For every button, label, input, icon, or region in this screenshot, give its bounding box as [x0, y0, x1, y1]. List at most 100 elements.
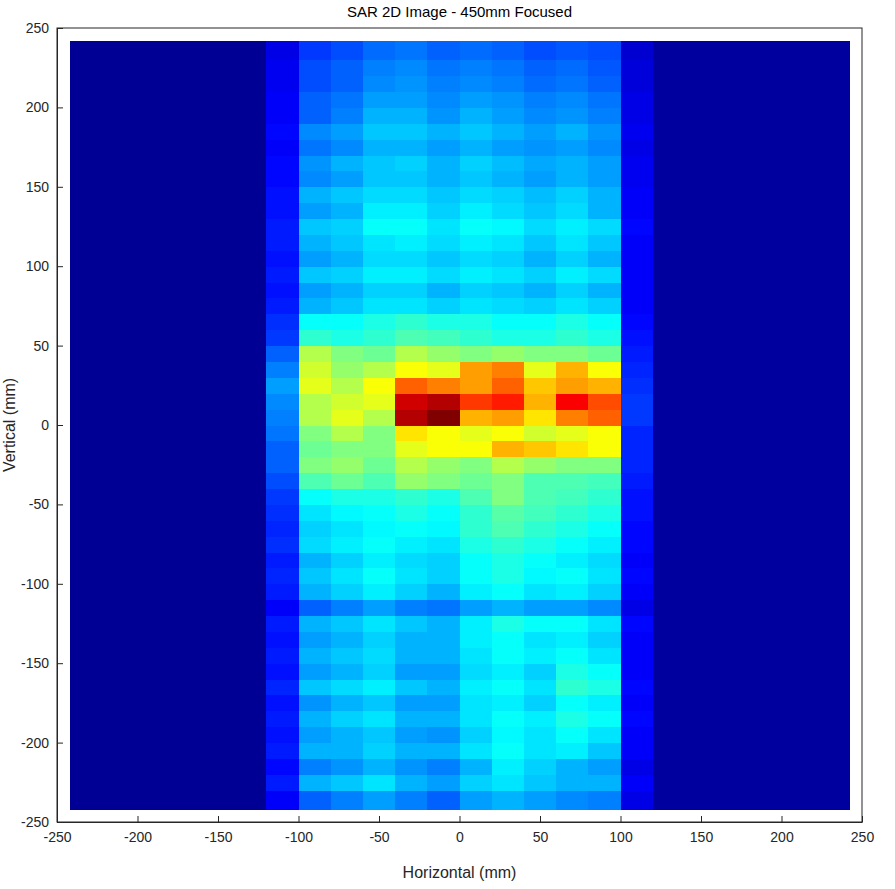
tick: 100: [26, 258, 63, 274]
heatmap-cell: [460, 361, 493, 377]
heatmap-cell: [460, 187, 493, 203]
heatmap-cell: [266, 171, 299, 187]
heatmap-cell: [460, 711, 493, 727]
heatmap-cell: [427, 234, 460, 250]
heatmap-cell: [524, 155, 557, 171]
heatmap-cell: [653, 219, 850, 235]
tick-mark: [57, 346, 63, 347]
heatmap-cell: [363, 663, 396, 679]
tick-label: -250: [21, 814, 49, 830]
heatmap-cell: [299, 568, 332, 584]
heatmap-cell: [427, 266, 460, 282]
heatmap-cell: [395, 123, 428, 139]
heatmap-cell: [70, 489, 267, 505]
tick-mark: [57, 266, 63, 267]
heatmap-cell: [70, 250, 267, 266]
heatmap-cell: [266, 489, 299, 505]
heatmap-cell: [492, 282, 525, 298]
heatmap-cell: [70, 171, 267, 187]
heatmap-cell: [427, 552, 460, 568]
heatmap-cell: [621, 266, 654, 282]
heatmap-cell: [331, 107, 364, 123]
heatmap-cell: [427, 568, 460, 584]
heatmap-cell: [427, 616, 460, 632]
heatmap-cell: [70, 187, 267, 203]
heatmap-cell: [524, 647, 557, 663]
heatmap-cell: [621, 203, 654, 219]
x-axis-title: Horizontal (mm): [403, 864, 517, 881]
heatmap-cell: [299, 552, 332, 568]
heatmap-cell: [299, 377, 332, 393]
heatmap-cell: [363, 155, 396, 171]
heatmap-cell: [492, 584, 525, 600]
heatmap-cell: [70, 663, 267, 679]
heatmap-cell: [395, 187, 428, 203]
heatmap-cell: [588, 631, 621, 647]
heatmap-cell: [331, 187, 364, 203]
heatmap-cell: [460, 743, 493, 759]
heatmap-cell: [653, 425, 850, 441]
heatmap-cell: [492, 250, 525, 266]
heatmap-cell: [363, 441, 396, 457]
heatmap-cell: [70, 41, 267, 61]
tick: 100: [609, 816, 633, 845]
heatmap-cell: [299, 631, 332, 647]
heatmap-cell: [363, 139, 396, 155]
heatmap-cell: [70, 520, 267, 536]
heatmap-cell: [588, 266, 621, 282]
heatmap-cell: [363, 552, 396, 568]
heatmap-cell: [556, 314, 589, 330]
heatmap-cell: [524, 711, 557, 727]
heatmap-cell: [524, 41, 557, 61]
heatmap-cell: [70, 616, 267, 632]
heatmap-cell: [653, 695, 850, 711]
heatmap-cell: [395, 473, 428, 489]
heatmap-cell: [653, 441, 850, 457]
heatmap-cell: [427, 790, 460, 810]
heatmap-cell: [621, 346, 654, 362]
heatmap-cell: [460, 536, 493, 552]
heatmap-cell: [621, 727, 654, 743]
heatmap-cell: [460, 330, 493, 346]
heatmap-cell: [588, 203, 621, 219]
tick-mark: [57, 187, 63, 188]
heatmap-cell: [331, 203, 364, 219]
heatmap-cell: [653, 616, 850, 632]
heatmap-cell: [653, 520, 850, 536]
heatmap-cell: [331, 330, 364, 346]
heatmap-cell: [266, 60, 299, 76]
heatmap-cell: [266, 473, 299, 489]
heatmap-cell: [621, 219, 654, 235]
heatmap-cell: [524, 790, 557, 810]
heatmap-cell: [363, 457, 396, 473]
heatmap-cell: [653, 552, 850, 568]
heatmap-cell: [588, 409, 621, 425]
heatmap-cell: [653, 234, 850, 250]
heatmap-cell: [395, 504, 428, 520]
heatmap-cell: [70, 727, 267, 743]
heatmap-cell: [588, 743, 621, 759]
heatmap-cell: [331, 155, 364, 171]
heatmap-cell: [266, 250, 299, 266]
heatmap-cell: [556, 298, 589, 314]
heatmap-cell: [363, 504, 396, 520]
heatmap-cell: [299, 695, 332, 711]
heatmap-cell: [556, 123, 589, 139]
heatmap-cell: [299, 647, 332, 663]
heatmap-cell: [363, 711, 396, 727]
heatmap-cell: [70, 441, 267, 457]
tick: 0: [456, 816, 464, 845]
heatmap-cell: [492, 330, 525, 346]
heatmap-cell: [621, 616, 654, 632]
heatmap-cell: [621, 92, 654, 108]
tick-label: 0: [456, 829, 464, 845]
heatmap-cell: [621, 282, 654, 298]
tick-mark: [540, 816, 541, 822]
heatmap-cell: [266, 584, 299, 600]
heatmap-cell: [492, 377, 525, 393]
tick: -250: [21, 814, 63, 830]
heatmap-cell: [299, 663, 332, 679]
heatmap-cell: [556, 76, 589, 92]
heatmap-cell: [621, 361, 654, 377]
heatmap-cell: [363, 584, 396, 600]
